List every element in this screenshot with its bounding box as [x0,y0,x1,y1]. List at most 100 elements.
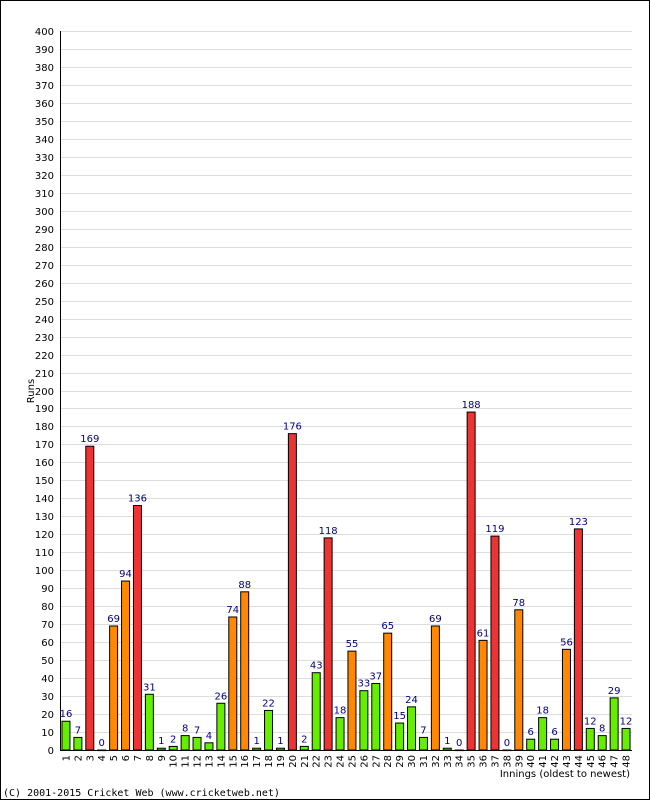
y-tick-label: 140 [35,494,54,505]
bar [418,736,428,751]
y-tick-label: 90 [41,584,54,595]
x-tick-label: 1 [61,755,72,761]
bar [335,717,345,751]
data-label: 1 [444,736,450,747]
x-tick-label: 43 [562,755,573,768]
data-label: 29 [608,686,621,697]
y-tick-label: 0 [48,746,54,757]
x-tick-label: 33 [443,755,454,768]
copyright-credit: (C) 2001-2015 Cricket Web (www.cricketwe… [3,788,280,799]
x-tick-label: 3 [85,755,96,761]
x-tick-label: 26 [359,755,370,768]
x-tick-label: 35 [467,755,478,768]
bar [466,411,476,751]
y-tick-label: 370 [35,81,54,92]
y-tick-label: 100 [35,566,54,577]
bar [73,736,83,751]
y-tick-label: 390 [35,45,54,56]
data-label: 6 [551,727,557,738]
data-label: 78 [512,598,525,609]
x-tick-label: 27 [371,755,382,768]
bar [156,747,166,751]
y-tick-label: 320 [35,171,54,182]
x-tick-label: 37 [490,755,501,768]
x-tick-label: 7 [133,755,144,761]
bar [287,433,297,751]
bar [490,535,500,751]
y-tick-label: 380 [35,63,54,74]
data-label: 7 [420,725,426,736]
y-tick-label: 310 [35,189,54,200]
bar [573,528,583,751]
bar [109,625,119,751]
bar [275,747,285,751]
x-tick-label: 2 [73,755,84,761]
y-tick-label: 210 [35,369,54,380]
x-tick-label: 12 [193,755,204,768]
data-label: 65 [381,621,394,632]
x-tick-label: 29 [395,755,406,768]
y-tick-label: 270 [35,261,54,272]
bar [538,717,548,751]
data-label: 2 [301,734,307,745]
data-label: 176 [283,422,302,433]
y-tick-label: 300 [35,207,54,218]
y-tick-label: 240 [35,315,54,326]
y-tick-label: 50 [41,656,54,667]
x-tick-label: 40 [526,755,537,768]
bar [216,702,226,751]
bar [442,747,452,751]
y-tick-label: 70 [41,620,54,631]
x-tick-label: 41 [538,755,549,768]
bar [371,682,381,751]
x-tick-label: 24 [336,755,347,768]
x-tick-label: 31 [419,755,430,768]
data-label: 6 [528,727,534,738]
bar [192,736,202,751]
data-label: 12 [584,716,597,727]
bar [323,537,333,751]
y-tick-labels: 0 10 20 30 40 50 60 70 80 90 100 110 120 130 140 150 160… [35,27,54,757]
y-tick-label: 150 [35,476,54,487]
data-label: 0 [99,738,105,749]
y-tick-label: 120 [35,530,54,541]
data-label: 0 [504,738,510,749]
y-tick-label: 400 [35,27,54,38]
data-label: 2 [170,734,176,745]
bar [264,709,274,751]
bar [85,445,95,751]
bar [407,706,417,751]
data-label: 123 [569,517,588,528]
data-label: 4 [206,731,212,742]
grid-lines [60,31,632,733]
x-tick-label: 28 [383,755,394,768]
bar [121,580,131,751]
data-label: 43 [310,661,323,672]
y-tick-label: 230 [35,333,54,344]
x-tick-label: 42 [550,755,561,768]
bar [383,632,393,751]
x-tick-label: 45 [586,755,597,768]
bar [311,672,321,751]
data-label: 8 [182,724,188,735]
x-tick-label: 5 [109,755,120,761]
x-tick-label: 21 [300,755,311,768]
y-tick-label: 330 [35,153,54,164]
x-tick-label: 9 [157,755,168,761]
y-tick-label: 130 [35,512,54,523]
x-tick-label: 47 [610,755,621,768]
data-label: 69 [107,614,120,625]
x-tick-label: 18 [264,755,275,768]
y-tick-label: 190 [35,404,54,415]
data-label: 37 [369,671,382,682]
y-tick-label: 80 [41,602,54,613]
bar [561,648,571,751]
y-tick-label: 160 [35,458,54,469]
data-label: 1 [158,736,164,747]
bars [61,411,631,752]
y-tick-label: 290 [35,225,54,236]
x-tick-label: 23 [324,755,335,768]
x-tick-label: 16 [240,755,251,768]
y-tick-label: 350 [35,117,54,128]
